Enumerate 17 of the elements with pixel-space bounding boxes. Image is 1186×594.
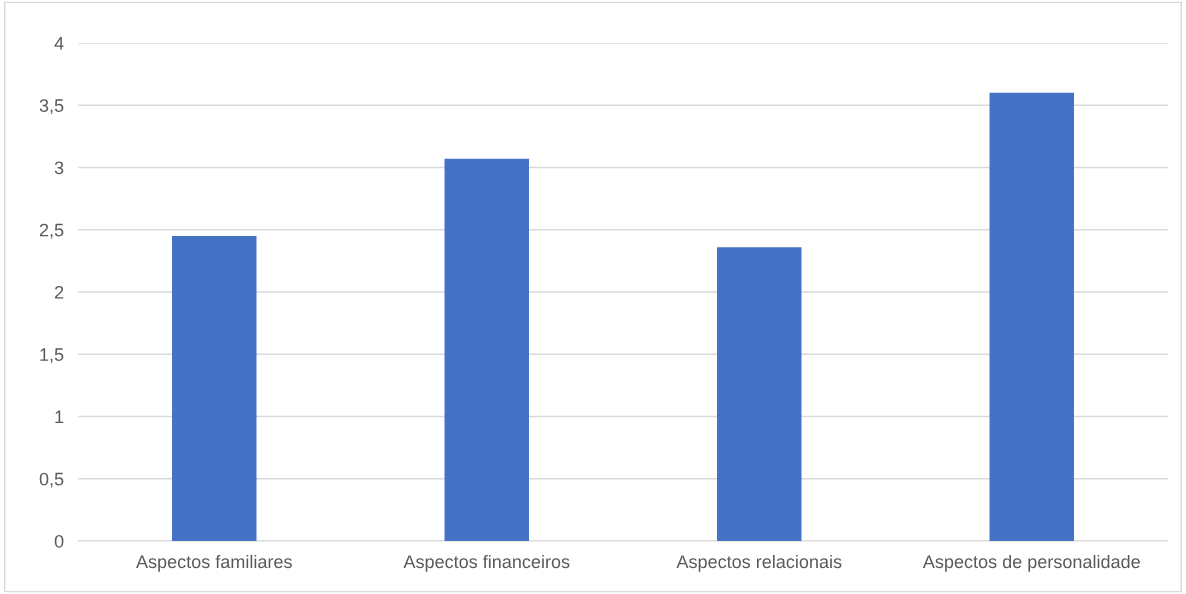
bar xyxy=(989,92,1074,541)
bar xyxy=(444,158,529,541)
y-tick-label: 3,5 xyxy=(39,99,64,115)
y-tick-label: 0,5 xyxy=(39,472,64,488)
y-tick-label: 3 xyxy=(54,161,64,175)
y-tick-label: 1,5 xyxy=(40,348,64,364)
bar xyxy=(172,235,257,541)
x-tick-label: Aspectos relacionais xyxy=(676,554,842,572)
x-tick-label: Aspectos familiares xyxy=(136,554,292,572)
y-tick-label: 1 xyxy=(55,410,64,424)
x-tick-label: Aspectos financeiros xyxy=(403,554,570,572)
y-tick-label: 2 xyxy=(54,285,64,299)
y-tick-label: 2,5 xyxy=(39,223,64,239)
y-tick-label: 4 xyxy=(54,37,64,50)
bar xyxy=(717,247,802,541)
y-tick-label: 0 xyxy=(54,534,64,548)
x-tick-label: Aspectos de personalidade xyxy=(922,554,1140,572)
